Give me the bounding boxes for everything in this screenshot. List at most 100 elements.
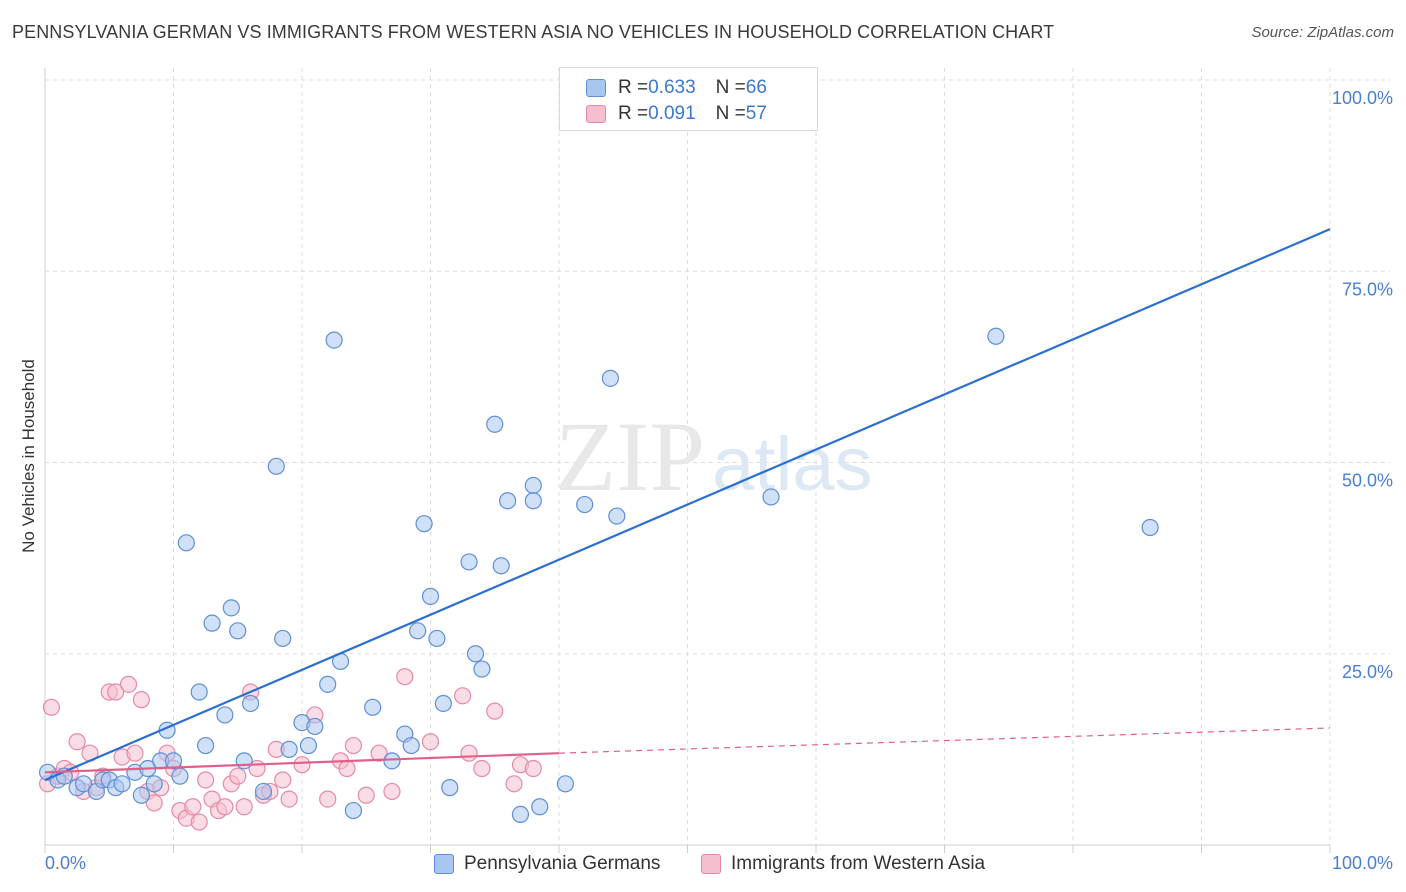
- legend-n-value: 57: [745, 103, 767, 124]
- trend-line-immigrants-western-asia-extension: [558, 727, 1331, 754]
- point-immigrants-western-asia: [338, 759, 356, 778]
- y-tick-label: 25.0%: [1342, 662, 1393, 682]
- bottom-legend-immigrants-western-asia: Immigrants from Western Asia: [701, 852, 985, 876]
- point-immigrants-western-asia: [280, 790, 298, 808]
- point-pennsylvania-germans: [171, 767, 189, 785]
- point-pennsylvania-germans: [762, 488, 780, 506]
- point-pennsylvania-germans: [486, 415, 504, 433]
- point-immigrants-western-asia: [190, 813, 208, 831]
- point-pennsylvania-germans: [319, 675, 337, 693]
- point-pennsylvania-germans: [132, 786, 150, 804]
- point-immigrants-western-asia: [126, 744, 144, 762]
- point-immigrants-western-asia: [319, 790, 337, 808]
- point-pennsylvania-germans: [274, 629, 292, 648]
- trend-lines: [44, 228, 1331, 781]
- legend-row-immigrants-western-asia: R = 0.091 N = 57: [586, 102, 767, 126]
- legend-r-label: R =: [618, 103, 649, 124]
- point-pennsylvania-germans: [177, 534, 195, 552]
- point-pennsylvania-germans: [421, 587, 440, 605]
- point-pennsylvania-germans: [524, 492, 542, 510]
- legend-r-label: R =: [618, 77, 649, 98]
- point-immigrants-western-asia: [184, 798, 202, 816]
- point-pennsylvania-germans: [242, 694, 260, 713]
- point-pennsylvania-germans: [267, 457, 285, 475]
- point-pennsylvania-germans: [364, 698, 382, 716]
- point-pennsylvania-germans: [254, 782, 273, 801]
- point-immigrants-western-asia: [357, 786, 375, 804]
- point-pennsylvania-germans: [190, 683, 208, 701]
- point-immigrants-western-asia: [524, 759, 542, 778]
- point-pennsylvania-germans: [325, 331, 343, 349]
- point-immigrants-western-asia: [454, 687, 472, 705]
- point-pennsylvania-germans: [492, 557, 510, 575]
- point-pennsylvania-germans: [576, 495, 594, 514]
- legend: R = 0.633 N = 66 R = 0.091 N = 57: [559, 67, 818, 131]
- point-pennsylvania-germans: [235, 752, 253, 770]
- legend-n-label: N =: [715, 77, 746, 98]
- point-immigrants-western-asia: [486, 702, 504, 720]
- series-pennsylvania-germans-points: [38, 71, 1159, 824]
- legend-n-value: 66: [745, 77, 767, 98]
- source-label: Source: ZipAtlas.com: [1251, 24, 1394, 41]
- point-pennsylvania-germans: [473, 660, 491, 678]
- point-pennsylvania-germans: [113, 775, 131, 793]
- point-pennsylvania-germans: [415, 515, 433, 533]
- point-pennsylvania-germans: [531, 798, 549, 816]
- point-pennsylvania-germans: [216, 706, 234, 724]
- point-pennsylvania-germans: [511, 805, 530, 824]
- point-immigrants-western-asia: [274, 771, 292, 789]
- point-pennsylvania-germans: [203, 614, 221, 632]
- legend-n-label: N =: [715, 103, 746, 124]
- chart-title: PENNSYLVANIA GERMAN VS IMMIGRANTS FROM W…: [12, 22, 1055, 42]
- point-pennsylvania-germans: [441, 779, 459, 797]
- point-pennsylvania-germans: [987, 327, 1005, 345]
- point-immigrants-western-asia: [119, 675, 138, 693]
- legend-swatch-blue: [586, 79, 606, 97]
- y-tick-label: 100.0%: [1332, 88, 1393, 108]
- point-pennsylvania-germans: [402, 736, 420, 755]
- point-immigrants-western-asia: [42, 698, 61, 716]
- point-immigrants-western-asia: [68, 733, 86, 751]
- point-pennsylvania-germans: [197, 736, 215, 755]
- point-immigrants-western-asia: [421, 733, 440, 751]
- point-pennsylvania-germans: [383, 752, 401, 770]
- point-pennsylvania-germans: [466, 645, 485, 663]
- legend-r-value: 0.633: [648, 77, 696, 98]
- axes: [44, 68, 1331, 853]
- trend-line-pennsylvania-germans: [44, 228, 1331, 781]
- legend-r-value: 0.091: [648, 103, 696, 124]
- trend-line-immigrants-western-asia: [44, 752, 560, 774]
- watermark-zip: ZIP: [555, 401, 705, 512]
- watermark: ZIP atlas: [555, 401, 873, 512]
- point-pennsylvania-germans: [428, 629, 446, 648]
- point-pennsylvania-germans: [164, 752, 183, 770]
- x-tick-label: 0.0%: [45, 853, 86, 873]
- point-pennsylvania-germans: [222, 599, 240, 617]
- y-tick-label: 50.0%: [1342, 471, 1393, 491]
- point-immigrants-western-asia: [132, 691, 150, 709]
- point-immigrants-western-asia: [370, 744, 388, 762]
- point-pennsylvania-germans: [280, 740, 298, 758]
- point-pennsylvania-germans: [344, 801, 362, 820]
- point-immigrants-western-asia: [235, 798, 253, 816]
- point-pennsylvania-germans: [556, 775, 575, 793]
- tick-labels: 25.0% 50.0% 75.0% 100.0% 0.0% 100.0%: [45, 88, 1393, 873]
- point-immigrants-western-asia: [107, 683, 125, 701]
- point-immigrants-western-asia: [197, 771, 215, 789]
- x-tick-label: 100.0%: [1332, 853, 1393, 873]
- point-immigrants-western-asia: [473, 759, 491, 778]
- legend-swatch-pink: [586, 105, 606, 123]
- point-immigrants-western-asia: [505, 775, 523, 793]
- point-immigrants-western-asia: [229, 767, 247, 785]
- point-pennsylvania-germans: [434, 694, 452, 713]
- point-pennsylvania-germans: [1141, 518, 1159, 537]
- point-pennsylvania-germans: [299, 736, 318, 755]
- point-immigrants-western-asia: [145, 794, 163, 812]
- y-axis-label: No Vehicles in Household: [19, 359, 38, 553]
- point-immigrants-western-asia: [396, 668, 414, 686]
- point-pennsylvania-germans: [499, 492, 517, 510]
- point-pennsylvania-germans: [524, 476, 542, 495]
- y-tick-label: 75.0%: [1342, 279, 1393, 299]
- bottom-legend-label: Immigrants from Western Asia: [731, 853, 986, 874]
- point-pennsylvania-germans: [74, 775, 93, 793]
